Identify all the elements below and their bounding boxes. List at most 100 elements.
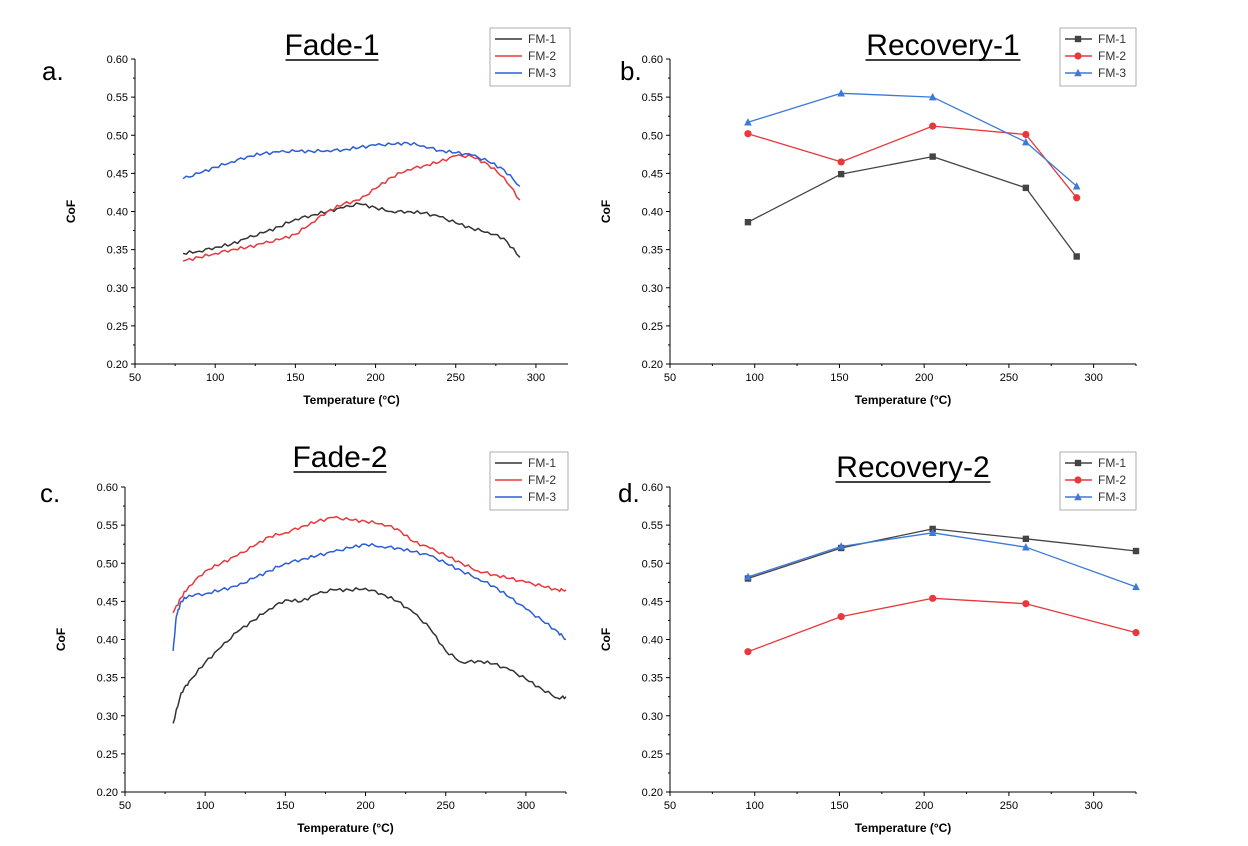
legend-marker xyxy=(1074,492,1082,501)
series-fm-3 xyxy=(744,89,1081,190)
y-tick-label: 0.25 xyxy=(97,749,118,761)
x-tick-label: 200 xyxy=(915,800,933,812)
series-fm-2 xyxy=(182,154,521,262)
legend-box xyxy=(1059,27,1137,87)
panel-d: Recovery-2 d. 0.20 0.25 0.30 0.35 0.40 0.45 0.50… xyxy=(599,451,1140,835)
x-tick-label: 100 xyxy=(196,800,214,812)
data-point xyxy=(1022,137,1030,146)
series-line xyxy=(172,587,567,724)
legend-label: FM-2 xyxy=(528,49,556,63)
x-tick-label: 250 xyxy=(1000,800,1018,812)
data-point xyxy=(744,218,752,226)
x-axis-label: Temperature (°C) xyxy=(297,821,394,835)
series-fm-1 xyxy=(182,202,521,258)
data-point xyxy=(744,130,752,138)
legend: FM-1 FM-2 FM-3 xyxy=(1059,451,1137,511)
x-tick-label: 200 xyxy=(366,372,384,384)
legend-label: FM-1 xyxy=(528,32,556,46)
series-fm-1 xyxy=(744,153,1080,260)
data-point xyxy=(1022,535,1030,543)
x-tick-label: 200 xyxy=(356,800,374,812)
x-tick-label: 300 xyxy=(1084,372,1102,384)
y-tick-label: 0.20 xyxy=(642,787,663,799)
legend-label: FM-3 xyxy=(528,66,556,80)
y-tick-label: 0.45 xyxy=(642,596,663,608)
y-tick-label: 0.60 xyxy=(97,482,118,494)
y-tick-label: 0.45 xyxy=(642,168,663,180)
y-axis-label: CoF xyxy=(64,200,78,223)
series-line xyxy=(172,515,567,614)
y-tick-label: 0.40 xyxy=(642,207,663,219)
panel-b: Recovery-1 b. 0.20 0.25 0.30 0.35 0.40 0.45 0.50… xyxy=(599,27,1137,407)
y-tick-label: 0.30 xyxy=(97,711,118,723)
x-tick-label: 200 xyxy=(915,372,933,384)
series-line xyxy=(747,155,1078,257)
series-line xyxy=(182,202,521,258)
x-tick-label: 100 xyxy=(206,372,224,384)
legend-box xyxy=(1059,451,1137,511)
legend-marker xyxy=(1074,35,1082,43)
legend-marker xyxy=(1074,52,1082,60)
x-tick-label: 50 xyxy=(664,372,676,384)
data-point xyxy=(1072,182,1081,190)
x-tick-label: 300 xyxy=(527,372,545,384)
x-tick-label: 50 xyxy=(119,800,131,812)
legend: FM-1 FM-2 FM-3 xyxy=(1059,27,1137,87)
y-tick-label: 0.30 xyxy=(107,283,128,295)
panel-letter: a. xyxy=(42,56,64,86)
series-fm-3 xyxy=(182,141,521,187)
x-tick-label: 100 xyxy=(746,372,764,384)
legend-box xyxy=(489,27,571,87)
series-line xyxy=(747,597,1137,653)
y-tick-label: 0.55 xyxy=(642,520,663,532)
data-point xyxy=(744,648,752,656)
panel-a: Fade-1 a. 0.20 0.25 0.30 0.35 0.40 0.45 0.50 0.55… xyxy=(42,27,571,407)
x-tick-label: 50 xyxy=(664,800,676,812)
data-point xyxy=(1132,547,1140,555)
legend-label: FM-1 xyxy=(1098,456,1126,470)
x-tick-label: 150 xyxy=(830,372,848,384)
legend: FM-1 FM-2 FM-3 xyxy=(489,27,571,87)
data-point xyxy=(837,89,845,97)
y-tick-label: 0.30 xyxy=(642,711,663,723)
y-tick-label: 0.45 xyxy=(97,596,118,608)
data-point xyxy=(1132,582,1140,591)
legend-label: FM-2 xyxy=(1098,473,1126,487)
data-point xyxy=(1073,194,1081,202)
panel-letter: c. xyxy=(40,478,60,508)
series-fm-2 xyxy=(744,594,1140,656)
y-tick-label: 0.25 xyxy=(642,749,663,761)
y-tick-label: 0.50 xyxy=(642,558,663,570)
panel-letter: b. xyxy=(620,56,642,86)
y-tick-label: 0.25 xyxy=(107,321,128,333)
data-point xyxy=(1022,184,1030,192)
series-fm-2 xyxy=(744,122,1081,202)
panel-letter: d. xyxy=(618,478,640,508)
y-tick-label: 0.50 xyxy=(97,558,118,570)
data-point xyxy=(929,594,937,602)
y-tick-label: 0.45 xyxy=(107,168,128,180)
legend-label: FM-3 xyxy=(528,490,556,504)
y-tick-label: 0.35 xyxy=(97,673,118,685)
x-tick-label: 150 xyxy=(286,372,304,384)
data-point xyxy=(837,613,845,621)
data-point xyxy=(928,92,937,101)
y-tick-label: 0.55 xyxy=(642,92,663,104)
series-line xyxy=(172,542,567,651)
y-tick-label: 0.35 xyxy=(107,245,128,257)
x-tick-label: 250 xyxy=(1000,372,1018,384)
panel-c: Fade-2 c. 0.20 0.25 0.30 0.35 0.40 0.45 0.50 0.55… xyxy=(40,441,569,835)
series-line xyxy=(747,528,1137,580)
y-tick-label: 0.20 xyxy=(642,359,663,371)
panel-title: Recovery-2 xyxy=(836,451,989,484)
series-fm-2 xyxy=(172,515,567,614)
data-point xyxy=(1132,629,1140,637)
legend-marker xyxy=(1074,68,1082,77)
data-point xyxy=(744,572,752,581)
x-tick-label: 150 xyxy=(830,800,848,812)
y-tick-label: 0.25 xyxy=(642,321,663,333)
series-fm-1 xyxy=(172,587,567,724)
y-tick-label: 0.40 xyxy=(107,207,128,219)
data-point xyxy=(929,153,936,160)
legend: FM-1 FM-2 FM-3 xyxy=(489,451,569,511)
